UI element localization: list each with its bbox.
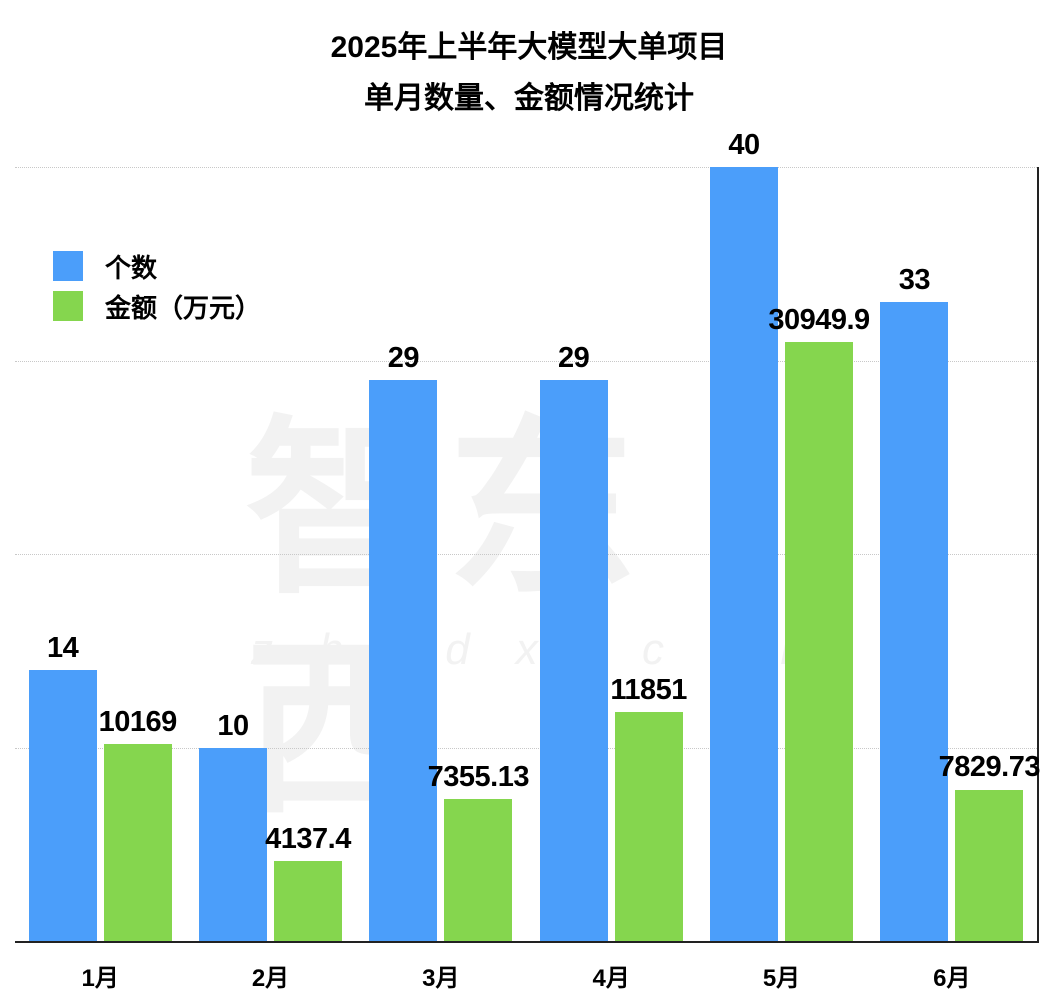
legend-swatch-blue (53, 251, 83, 281)
data-label: 30949.9 (768, 304, 870, 337)
bar-amount (274, 860, 342, 941)
data-label: 14 (47, 632, 79, 665)
plot-area (15, 167, 1039, 943)
bar-count (199, 747, 267, 941)
bar-count (539, 379, 608, 941)
bar-amount (785, 342, 853, 941)
legend-swatch-green (53, 291, 83, 321)
chart-subtitle: 单月数量、金额情况统计 (364, 82, 694, 115)
gridline (15, 747, 1037, 749)
data-label: 33 (898, 264, 931, 297)
legend-item-amount: 金额（万元） (53, 288, 261, 324)
data-label: 7829.73 (938, 751, 1041, 784)
data-label: 10 (217, 709, 249, 742)
bar-amount (614, 711, 683, 941)
data-label: 29 (558, 341, 590, 374)
legend-label: 金额（万元） (105, 292, 262, 323)
data-label: 40 (728, 129, 760, 161)
bar-count (880, 302, 949, 941)
data-label: 4137.4 (265, 822, 351, 855)
x-tick-label: 4月 (592, 965, 630, 992)
bar-count (28, 670, 97, 941)
chart-title: 2025年上半年大模型大单项目 (330, 31, 728, 64)
x-tick-label: 5月 (762, 965, 801, 992)
bar-amount (955, 789, 1024, 941)
legend-label: 个数 (105, 252, 158, 283)
data-label: 10169 (98, 706, 178, 739)
gridline (15, 360, 1037, 362)
right-y-axis (1037, 167, 1039, 943)
legend-item-count: 个数 (53, 248, 261, 284)
x-tick-label: 6月 (933, 965, 971, 992)
data-label: 11851 (610, 673, 687, 706)
x-tick-label: 2月 (251, 965, 290, 992)
bar-count (710, 167, 778, 941)
gridline (15, 554, 1037, 555)
bar-amount (444, 798, 513, 941)
x-axis (15, 941, 1039, 943)
bar-count (369, 379, 438, 941)
data-label: 29 (387, 341, 420, 374)
gridline (15, 167, 1037, 168)
data-label: 7355.13 (427, 760, 530, 793)
x-tick-label: 1月 (81, 965, 119, 992)
legend: 个数 金额（万元） (53, 248, 261, 328)
x-tick-label: 3月 (422, 965, 460, 992)
bar-amount (103, 744, 172, 941)
